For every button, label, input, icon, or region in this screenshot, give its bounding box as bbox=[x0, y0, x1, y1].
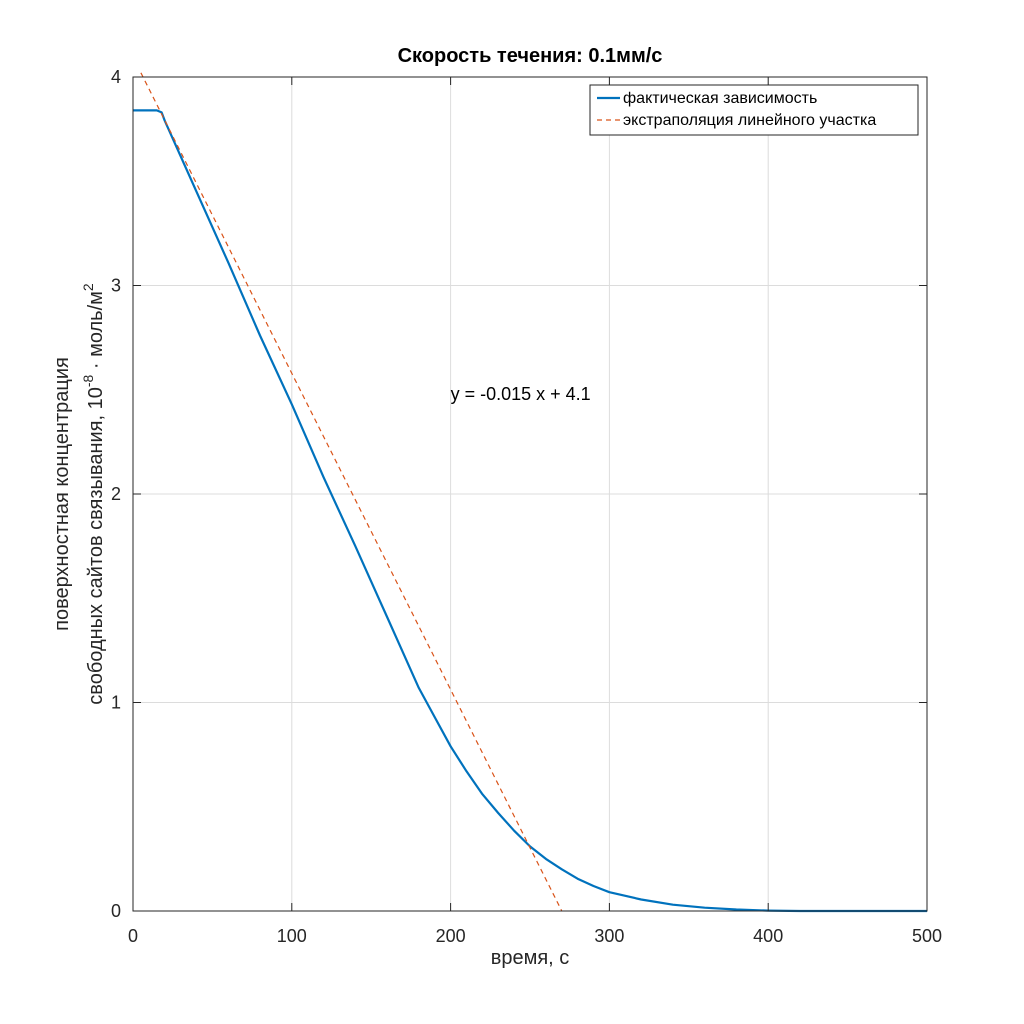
y-tick-label: 3 bbox=[111, 276, 121, 296]
legend-box bbox=[589, 84, 919, 136]
y-axis-label-prefix: свободных сайтов связывания, 10 bbox=[85, 387, 107, 705]
y-axis-label-exp2: 2 bbox=[80, 283, 96, 291]
x-tick-label: 100 bbox=[277, 926, 307, 946]
y-axis-label-line1: поверхностная концентрация bbox=[51, 357, 73, 631]
y-axis-label-mid: · моль/м bbox=[85, 291, 107, 375]
series-line-actual bbox=[133, 109, 927, 913]
legend-label-actual: фактическая зависимость bbox=[623, 90, 817, 107]
y-axis-label-exp1: -8 bbox=[80, 374, 96, 387]
legend-label-extrapolation: экстраполяция линейного участка bbox=[623, 112, 876, 129]
series-layer bbox=[133, 72, 927, 913]
series-line-extrapolation bbox=[140, 72, 563, 912]
x-tick-label: 300 bbox=[594, 926, 624, 946]
ticks: 0 100 200 300 400 500 0 1 2 3 4 bbox=[111, 67, 942, 946]
y-tick-label: 4 bbox=[111, 67, 121, 87]
y-tick-label: 2 bbox=[111, 484, 121, 504]
x-tick-label: 400 bbox=[753, 926, 783, 946]
x-tick-label: 500 bbox=[912, 926, 942, 946]
legend: фактическая зависимость экстраполяция ли… bbox=[589, 84, 919, 136]
y-axis-label: поверхностная концентрация свободных сай… bbox=[51, 283, 107, 705]
x-axis-label: время, с bbox=[491, 947, 570, 969]
x-tick-label: 200 bbox=[436, 926, 466, 946]
y-tick-label: 0 bbox=[111, 901, 121, 921]
x-tick-label: 0 bbox=[128, 926, 138, 946]
y-tick-label: 1 bbox=[111, 693, 121, 713]
chart-title: Скорость течения: 0.1мм/с bbox=[398, 45, 663, 67]
y-axis-label-line2: свободных сайтов связывания, 10-8 · моль… bbox=[80, 283, 107, 705]
fit-equation-annotation: y = -0.015 x + 4.1 bbox=[451, 384, 591, 404]
